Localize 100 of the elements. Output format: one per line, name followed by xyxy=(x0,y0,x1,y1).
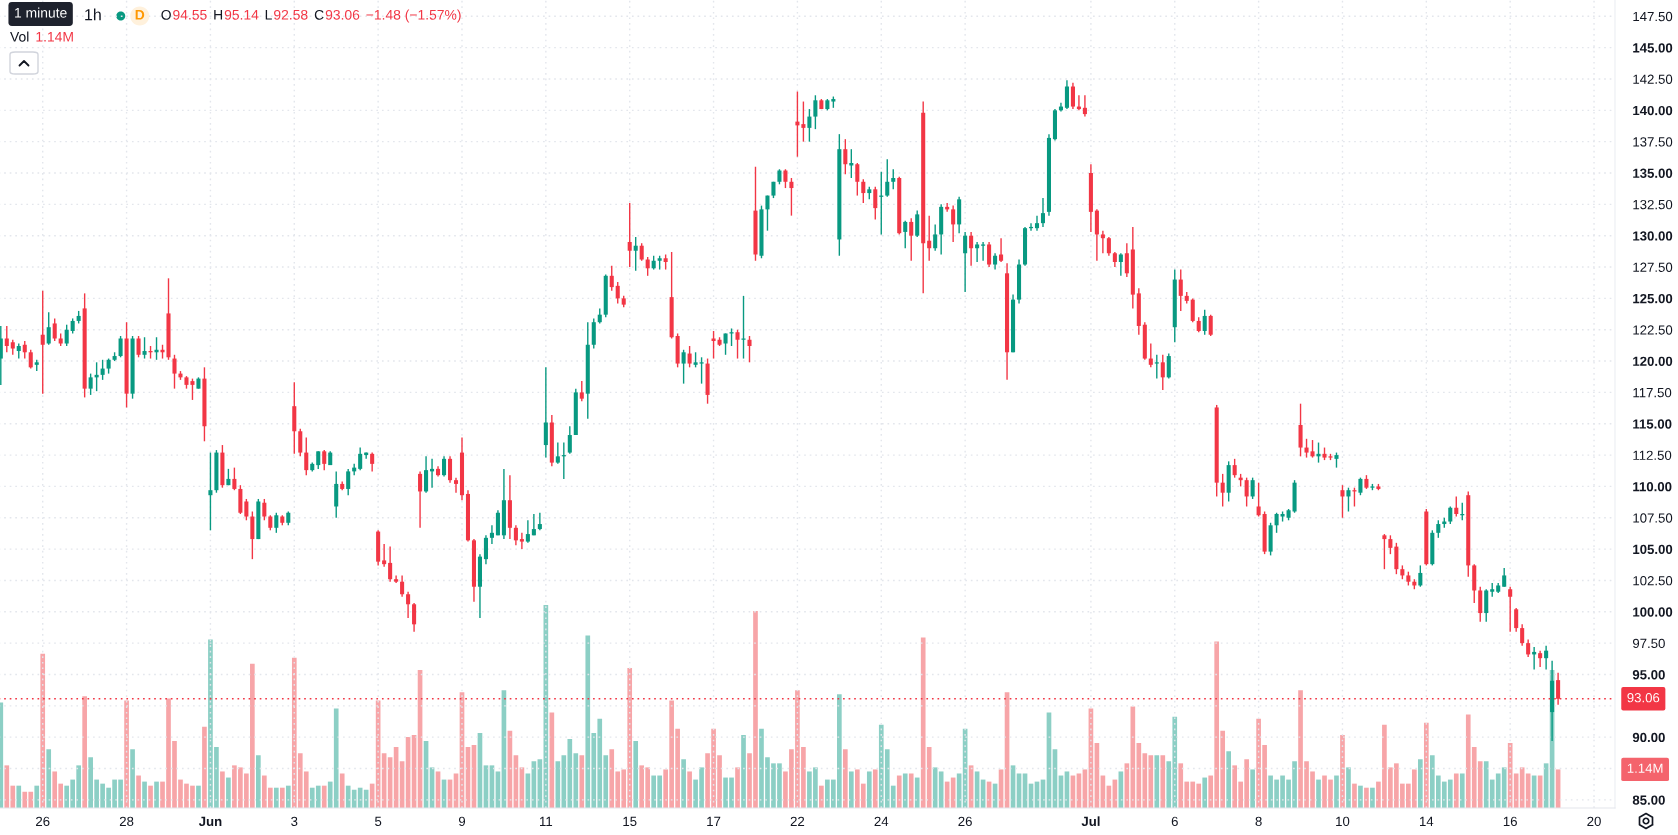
bar xyxy=(741,734,746,808)
candlestick xyxy=(304,436,309,476)
y-tick-label: 125.00 xyxy=(1633,293,1673,304)
bar xyxy=(848,771,854,808)
candlestick xyxy=(298,428,303,458)
bar xyxy=(843,749,848,808)
candlestick xyxy=(843,138,848,175)
y-tick-label: 112.50 xyxy=(1633,450,1672,460)
candlestick xyxy=(382,543,387,568)
candlestick xyxy=(615,281,620,305)
bar xyxy=(285,785,291,808)
candlestick xyxy=(1202,308,1207,336)
y-tick-label: 115.00 xyxy=(1633,419,1672,429)
y-tick-label: 90.00 xyxy=(1632,732,1665,743)
candlestick xyxy=(711,330,716,360)
bar xyxy=(687,771,692,808)
candlestick xyxy=(118,335,123,358)
bar xyxy=(0,702,4,808)
x-tick-label: 17 xyxy=(707,816,721,826)
x-tick-label: 15 xyxy=(623,816,637,827)
annotation: 1.14M xyxy=(36,32,73,42)
candlestick xyxy=(741,295,746,360)
candlestick xyxy=(513,524,518,547)
candlestick xyxy=(358,446,363,471)
candlestick xyxy=(447,455,453,484)
candlestick xyxy=(1388,534,1393,555)
bar xyxy=(1154,755,1160,808)
candlestick xyxy=(1190,297,1195,323)
candlestick xyxy=(1508,586,1513,633)
candlestick xyxy=(1316,441,1321,464)
bar xyxy=(1334,775,1339,808)
y-tick-label: 140.00 xyxy=(1633,105,1673,116)
candlestick xyxy=(46,311,51,346)
candlestick xyxy=(394,574,399,584)
candlestick xyxy=(1298,402,1303,458)
bar xyxy=(321,785,327,808)
candlestick xyxy=(1106,236,1111,257)
candlestick xyxy=(723,332,728,356)
candlestick xyxy=(789,177,794,217)
candlestick xyxy=(885,158,890,198)
bar xyxy=(130,749,135,808)
bar xyxy=(1352,783,1357,808)
x-tick-label: 26 xyxy=(958,816,972,827)
bar xyxy=(819,785,824,808)
candlestick xyxy=(1382,533,1387,570)
x-tick-label: 10 xyxy=(1336,816,1350,827)
x-tick-label: 16 xyxy=(1503,816,1517,827)
candlestick xyxy=(951,204,956,243)
candlestick xyxy=(453,476,459,494)
y-tick-label: 135.00 xyxy=(1633,168,1673,178)
y-tick-label: 130.00 xyxy=(1633,231,1673,241)
annotation: −1.48 (−1.57%) xyxy=(366,9,461,23)
candlestick xyxy=(412,602,417,633)
candlestick xyxy=(64,324,69,347)
candlestick xyxy=(1082,94,1087,118)
candlestick xyxy=(1544,644,1549,671)
candlestick xyxy=(1478,586,1483,623)
candlestick xyxy=(1100,229,1105,254)
candlestick xyxy=(1256,481,1261,518)
candlestick xyxy=(1178,268,1183,312)
bar xyxy=(273,787,279,808)
bar xyxy=(735,767,740,808)
candlestick xyxy=(40,290,45,395)
bar xyxy=(148,785,153,808)
y-tick-label: 95.00 xyxy=(1632,670,1665,680)
candlestick xyxy=(909,217,914,262)
candlestick xyxy=(747,335,752,364)
candlestick xyxy=(1538,649,1543,668)
bar xyxy=(1316,779,1321,808)
annotation: C xyxy=(314,9,324,20)
candlestick xyxy=(783,168,788,189)
ref-line-label: 93.06 xyxy=(1627,693,1660,703)
candlestick xyxy=(424,455,429,494)
candlestick xyxy=(627,202,632,268)
y-tick-label: 85.00 xyxy=(1632,795,1665,805)
candlestick xyxy=(88,372,93,396)
bar xyxy=(681,759,686,808)
y-tick-label: 122.50 xyxy=(1633,325,1673,335)
candlestick xyxy=(1418,564,1423,588)
x-tick-label: 9 xyxy=(458,816,466,827)
candlestick xyxy=(100,359,105,381)
candlestick xyxy=(1346,486,1351,513)
bar xyxy=(16,785,22,808)
bar xyxy=(1226,751,1231,808)
candlestick xyxy=(1070,82,1075,110)
candlestick xyxy=(681,349,686,385)
candlestick xyxy=(699,356,704,385)
candlestick xyxy=(927,214,932,262)
candlestick xyxy=(1232,458,1237,479)
bar xyxy=(46,749,52,808)
candlestick xyxy=(579,380,584,402)
bar xyxy=(154,781,159,808)
bar xyxy=(1160,755,1166,808)
bar xyxy=(866,771,872,808)
candlestick xyxy=(1208,313,1213,337)
y-tick-label: 102.50 xyxy=(1633,576,1673,586)
candlestick xyxy=(735,329,740,360)
x-tick-label: 26 xyxy=(36,816,50,827)
bar xyxy=(339,773,345,808)
candlestick xyxy=(861,178,866,204)
